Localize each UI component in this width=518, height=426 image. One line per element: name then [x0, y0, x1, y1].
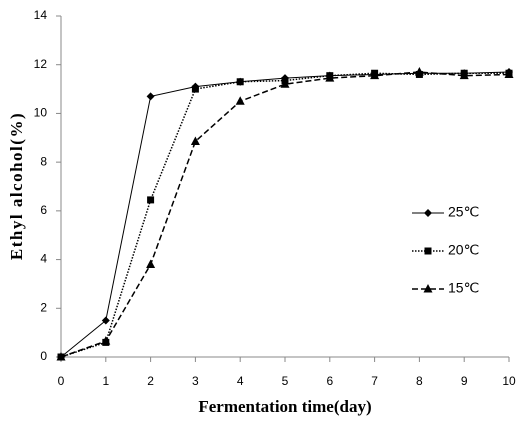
legend-label: 25℃ [448, 204, 479, 220]
series-line [60, 71, 510, 358]
marker [101, 316, 110, 325]
y-tick-label: 6 [40, 203, 47, 217]
y-tick-label: 8 [40, 154, 47, 168]
y-tick-label: 2 [40, 300, 47, 314]
x-tick-label: 1 [102, 374, 109, 388]
marker [147, 196, 155, 204]
marker [504, 69, 514, 78]
marker [423, 284, 433, 293]
x-tick-label: 9 [461, 374, 468, 388]
y-tick-label: 14 [34, 8, 48, 22]
legend-label: 15℃ [448, 280, 479, 296]
y-tick-label: 4 [40, 252, 47, 266]
y-axis-title: Ethyl alcohol(%) [7, 112, 26, 260]
x-tick-label: 2 [147, 374, 154, 388]
legend-label: 20℃ [448, 242, 479, 258]
x-tick-label: 4 [237, 374, 244, 388]
y-tick-label: 10 [34, 106, 48, 120]
marker [424, 209, 432, 217]
marker [280, 79, 290, 88]
x-tick-label: 0 [58, 374, 65, 388]
x-tick-label: 10 [502, 374, 516, 388]
marker [101, 336, 111, 345]
marker [424, 247, 432, 255]
marker [325, 73, 335, 82]
x-tick-label: 6 [326, 374, 333, 388]
marker [190, 136, 200, 145]
x-tick-label: 8 [416, 374, 423, 388]
y-tick-label: 0 [40, 349, 47, 363]
x-tick-label: 7 [371, 374, 378, 388]
x-tick-label: 5 [282, 374, 289, 388]
x-tick-label: 3 [192, 374, 199, 388]
x-axis-title: Fermentation time(day) [198, 397, 371, 416]
marker [235, 96, 245, 105]
marker [56, 352, 66, 361]
y-tick-label: 12 [34, 57, 48, 71]
marker [146, 92, 155, 101]
marker [459, 70, 469, 80]
marker [191, 85, 199, 93]
series-line [60, 72, 509, 358]
marker [370, 70, 380, 80]
marker [236, 78, 244, 86]
marker [414, 67, 424, 76]
marker [146, 259, 156, 268]
series-line [60, 71, 510, 358]
